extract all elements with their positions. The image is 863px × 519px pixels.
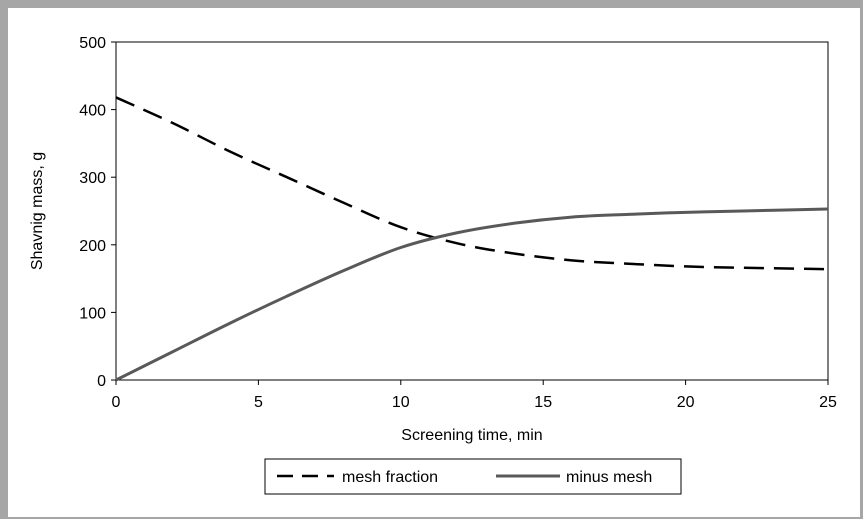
series-layer — [115, 96, 829, 382]
x-tick-label: 15 — [534, 394, 552, 411]
x-tick-label: 5 — [254, 394, 263, 411]
y-tick-label: 300 — [79, 170, 106, 187]
x-axis-title: Screening time, min — [401, 427, 542, 444]
y-tick-label: 100 — [79, 305, 106, 322]
x-tick-label: 20 — [677, 394, 695, 411]
y-tick-label: 500 — [79, 35, 106, 52]
legend: mesh fraction minus mesh — [264, 458, 682, 495]
x-tick-label: 0 — [112, 394, 121, 411]
y-tick-label: 400 — [79, 103, 106, 120]
series-line-minus-mesh — [115, 207, 829, 382]
y-tick-label: 200 — [79, 238, 106, 255]
legend-label-mesh-fraction: mesh fraction — [342, 469, 438, 486]
legend-box — [264, 458, 682, 495]
x-tick-label: 25 — [819, 394, 837, 411]
y-axis-title: Shavnig mass, g — [29, 152, 46, 270]
legend-label-minus-mesh: minus mesh — [566, 469, 652, 486]
x-axis: 0 5 10 15 20 25 — [112, 380, 837, 411]
series-line-mesh-fraction — [115, 96, 829, 271]
y-axis: 0 100 200 300 400 500 — [79, 35, 116, 390]
x-tick-label: 10 — [392, 394, 410, 411]
y-tick-label: 0 — [97, 373, 106, 390]
